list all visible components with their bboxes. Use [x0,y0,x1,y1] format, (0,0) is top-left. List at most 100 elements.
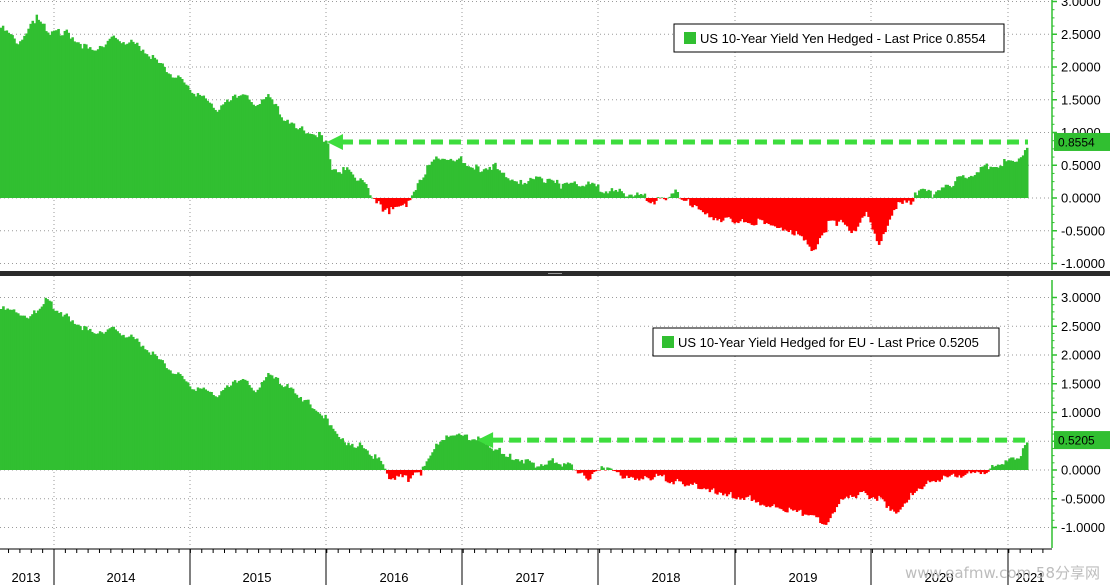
area-bar-positive [320,415,324,470]
area-bar-positive [983,165,987,198]
area-bar-negative [741,198,744,220]
area-bar-positive [935,191,938,198]
area-bar-positive [418,179,421,198]
area-bar-positive [280,117,283,198]
area-bar-positive [181,375,184,470]
area-bar-negative [621,470,624,479]
area-bar-positive [486,169,490,198]
area-bar-positive [463,434,467,470]
area-bar-positive [34,313,38,470]
area-bar-negative [373,198,376,199]
area-bar-positive [153,354,157,470]
area-bar-positive [534,176,538,198]
area-bar-negative [892,198,896,211]
area-bar-negative [403,470,406,476]
area-bar-negative [763,470,766,506]
area-bar-positive [938,190,942,198]
area-bar-positive [196,93,200,198]
area-bar-positive [985,163,988,198]
area-bar-positive [44,297,47,470]
area-bar-negative [681,470,685,485]
area-bar-positive [596,184,600,198]
area-bar-negative [889,470,892,511]
area-bar-positive [674,189,677,198]
area-bar-positive [923,189,927,198]
area-bar-positive [606,467,609,470]
area-bar-positive [1021,448,1025,470]
area-bar-positive [104,44,108,198]
area-bar-positive [475,164,478,198]
area-bar-positive [504,456,508,470]
area-bar-positive [248,99,251,198]
area-bar-negative [793,198,796,236]
area-bar-positive [506,178,510,198]
area-bar-positive [528,460,531,470]
area-bar-positive [368,454,371,470]
area-bar-positive [967,177,971,198]
area-bar-negative [683,470,687,487]
area-bar-negative [752,198,756,226]
area-bar-negative [746,470,750,497]
area-bar-positive [92,333,96,470]
area-bar-positive [995,166,998,198]
area-bar-negative [826,198,830,221]
area-bar-positive [69,321,72,470]
area-bar-positive [161,63,164,198]
area-bar-positive [467,166,470,198]
legend-swatch [662,336,674,348]
area-bar-negative [720,470,723,493]
area-bar-negative [657,470,660,476]
area-bar-negative [627,470,631,479]
y-tick-label: 0.5000 [1061,158,1101,173]
area-bar-positive [559,188,563,198]
area-bar-negative [825,470,828,525]
area-bar-positive [120,335,123,470]
area-bar-positive [218,109,221,198]
area-bar-negative [829,198,832,221]
area-bar-positive [335,433,339,470]
area-bar-positive [202,95,206,198]
area-bar-negative [887,470,890,507]
area-bar-negative [781,198,785,231]
area-bar-negative [784,470,787,513]
area-bar-positive [477,166,480,198]
area-bar-positive [312,134,315,198]
y-tick-label: 2.0000 [1061,60,1101,75]
area-bar-negative [718,470,721,493]
area-bar-negative [987,470,990,472]
area-bar-negative [594,470,598,472]
area-bar-positive [591,182,594,198]
area-bar-positive [291,388,295,470]
area-bar-positive [557,183,561,198]
area-bar-positive [181,78,184,198]
area-bar-negative [631,470,635,478]
area-bar-positive [79,43,82,198]
area-bar-negative [739,198,742,222]
area-bar-negative [936,470,940,481]
area-bar-negative [893,470,896,512]
area-bar-positive [508,453,512,470]
area-bar-positive [67,316,70,470]
area-bar-positive [33,310,36,470]
area-bar-positive [2,306,5,470]
area-bar-positive [316,412,320,470]
area-bar-positive [630,194,633,198]
area-bar-positive [124,44,127,198]
area-bar-negative [691,470,694,485]
area-bar-negative [391,470,395,479]
area-bar-positive [345,445,348,470]
area-bar-positive [552,180,555,198]
area-bar-positive [521,184,525,198]
area-bar-positive [1025,147,1029,198]
area-bar-positive [516,459,520,470]
area-bar-negative [835,198,839,226]
area-bar-positive [334,169,338,198]
area-bar-positive [200,96,204,198]
area-bar-negative [795,198,798,231]
area-bar-positive [308,133,311,198]
area-bar-negative [409,198,412,201]
area-bar-positive [553,463,556,470]
area-bar-positive [71,37,74,198]
area-fill [0,297,1029,525]
area-bar-positive [134,339,137,470]
